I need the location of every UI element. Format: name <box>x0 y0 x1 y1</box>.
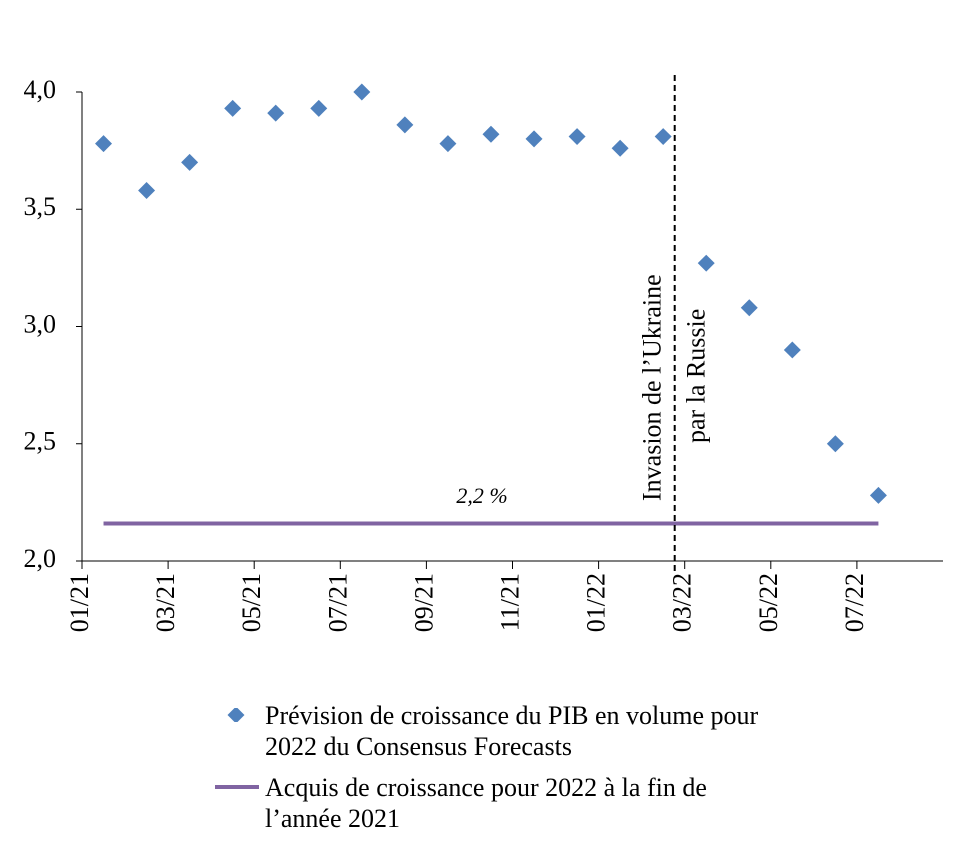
x-tick-label: 05/22 <box>754 573 783 632</box>
legend-marker <box>215 785 259 789</box>
x-tick-label: 09/21 <box>409 573 438 632</box>
legend: Prévision de croissance du PIB en volume… <box>215 700 810 844</box>
data-point <box>525 130 543 148</box>
data-point <box>826 435 844 453</box>
y-tick-label: 2,0 <box>24 544 57 573</box>
legend-item: Acquis de croissance pour 2022 à la fin … <box>215 772 735 834</box>
data-point <box>869 486 887 504</box>
x-tick-label: 07/21 <box>323 573 352 632</box>
y-tick-label: 4,0 <box>24 75 57 104</box>
data-point <box>611 139 629 157</box>
x-tick-label: 05/21 <box>237 573 266 632</box>
data-point <box>482 125 500 143</box>
data-point <box>783 341 801 359</box>
annotation: par la Russie <box>682 309 711 443</box>
legend-marker <box>227 708 245 722</box>
data-point <box>267 104 285 122</box>
x-tick-label: 11/21 <box>495 573 524 631</box>
x-tick-label: 01/22 <box>582 573 611 632</box>
chart: 2,0 2,5 3,0 3,5 4,0 01/21 03/21 05/21 07/21 09/21… <box>24 75 943 632</box>
y-tick-label: 3,5 <box>24 192 57 221</box>
legend-item: Prévision de croissance du PIB en volume… <box>215 700 810 762</box>
data-point <box>439 135 457 153</box>
data-point <box>310 99 328 117</box>
data-point <box>95 135 113 153</box>
x-tick-label: 03/22 <box>668 573 697 632</box>
data-point <box>740 299 758 317</box>
x-tick-label: 01/21 <box>65 573 94 632</box>
y-tick-label: 3,0 <box>24 309 57 338</box>
data-point <box>568 128 586 146</box>
x-tick-label: 03/21 <box>151 573 180 632</box>
data-point <box>138 182 156 199</box>
data-point <box>181 153 199 171</box>
data-point <box>353 83 371 101</box>
y-tick-label: 2,5 <box>24 427 57 456</box>
data-point <box>224 99 242 117</box>
x-tick-label: 07/22 <box>840 573 869 632</box>
data-point <box>697 254 715 272</box>
legend-label: Acquis de croissance pour 2022 à la fin … <box>265 773 707 833</box>
annotation: Invasion de l’Ukraine <box>638 274 667 501</box>
data-point <box>396 116 414 134</box>
legend-label: Prévision de croissance du PIB en volume… <box>265 701 759 761</box>
data-point <box>654 128 672 146</box>
annotation: 2,2 % <box>456 483 507 508</box>
